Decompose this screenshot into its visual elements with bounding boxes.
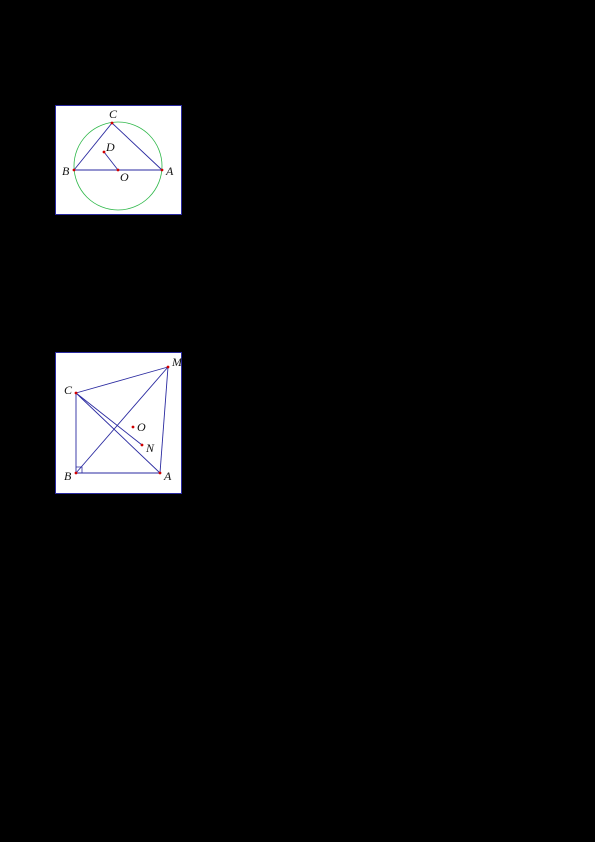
fig1-edges xyxy=(74,123,162,170)
point-O xyxy=(132,426,135,429)
figure-2-svg xyxy=(56,353,181,493)
fig2-edges xyxy=(76,367,168,473)
edge-C-M xyxy=(76,367,168,393)
label-N: N xyxy=(146,441,154,456)
edge-A-M xyxy=(160,367,168,473)
label-O: O xyxy=(120,170,129,185)
point-M xyxy=(167,366,170,369)
label-A: A xyxy=(164,469,171,484)
label-C: C xyxy=(109,107,117,122)
edge-B-M xyxy=(76,367,168,473)
figure-1-svg xyxy=(56,106,181,214)
point-B xyxy=(75,472,78,475)
point-B xyxy=(73,169,76,172)
label-B: B xyxy=(64,469,71,484)
page-root: ABCDO BACMON xyxy=(0,0,595,842)
point-A xyxy=(161,169,164,172)
edge-C-A xyxy=(112,123,162,170)
label-A: A xyxy=(166,164,173,179)
label-O: O xyxy=(137,420,146,435)
label-C: C xyxy=(64,383,72,398)
figure-1: A B C DO xyxy=(55,105,182,215)
edge-C-N xyxy=(76,393,142,445)
point-N xyxy=(141,444,144,447)
point-C xyxy=(75,392,78,395)
figure-2: B A C M ON xyxy=(55,352,182,494)
fig1-circle xyxy=(74,122,162,210)
label-M: M xyxy=(172,355,182,370)
label-B: B xyxy=(62,164,69,179)
edge-C-A xyxy=(76,393,160,473)
point-A xyxy=(159,472,162,475)
label-D: D xyxy=(106,140,115,155)
point-D xyxy=(103,151,106,154)
point-O xyxy=(117,169,120,172)
point-C xyxy=(111,122,114,125)
